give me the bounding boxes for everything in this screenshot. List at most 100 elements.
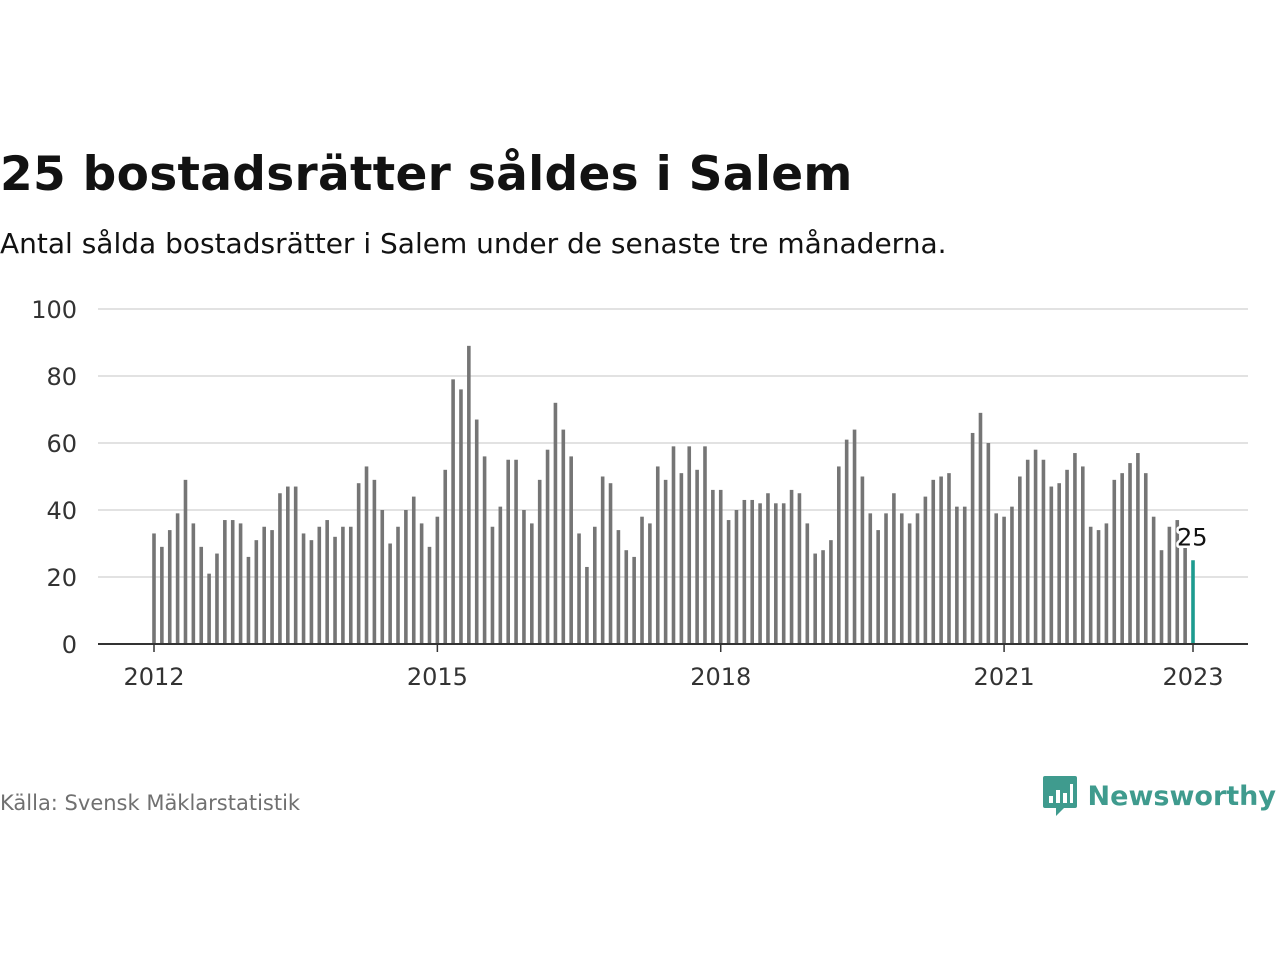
bar — [679, 473, 684, 644]
bar — [537, 479, 542, 644]
bar — [1088, 526, 1093, 644]
bar — [1167, 526, 1172, 644]
bar — [923, 496, 928, 644]
bar — [695, 469, 699, 644]
bar — [435, 516, 440, 644]
bar — [781, 503, 786, 644]
bar — [427, 546, 432, 644]
bar — [293, 486, 298, 644]
bar — [317, 526, 322, 644]
bar — [545, 449, 550, 644]
bar — [726, 520, 731, 644]
bar — [238, 523, 243, 644]
bar — [1073, 453, 1077, 644]
bar — [451, 379, 455, 644]
bar — [624, 550, 629, 644]
bar — [1128, 463, 1132, 644]
bar — [396, 526, 400, 644]
y-tick-label: 60 — [46, 430, 77, 458]
newsworthy-logo-icon — [1042, 776, 1077, 816]
bar — [199, 546, 204, 644]
bar — [734, 510, 739, 644]
bar — [939, 476, 943, 644]
bar — [514, 459, 518, 644]
bar — [844, 439, 849, 644]
bar — [616, 530, 621, 644]
bar — [663, 479, 668, 644]
bar — [388, 543, 392, 644]
bar — [1143, 473, 1148, 644]
x-tick-label: 2023 — [1162, 663, 1223, 691]
bar — [1175, 520, 1180, 644]
bar — [813, 553, 817, 644]
bar — [246, 556, 251, 644]
bar — [561, 429, 566, 644]
bar — [852, 429, 857, 644]
bar — [191, 523, 196, 644]
bar — [467, 345, 471, 644]
bar — [1151, 516, 1156, 644]
x-tick-label: 2021 — [974, 663, 1035, 691]
bar — [380, 510, 385, 644]
bar — [419, 523, 424, 644]
bar — [411, 496, 416, 644]
x-tick-label: 2015 — [407, 663, 468, 691]
bar — [955, 506, 959, 644]
bar — [506, 459, 511, 644]
bar — [490, 526, 495, 644]
bar — [167, 530, 172, 644]
bar — [333, 536, 337, 644]
bar — [1096, 530, 1101, 644]
bar — [160, 546, 164, 644]
bar — [404, 510, 408, 644]
bar — [892, 493, 896, 644]
bar — [482, 456, 487, 644]
bar — [797, 493, 802, 644]
x-tick-label: 2012 — [123, 663, 184, 691]
bar — [309, 540, 314, 644]
bar — [592, 526, 597, 644]
bar — [1159, 550, 1164, 644]
bar — [348, 526, 353, 644]
bar — [1104, 523, 1109, 644]
bar — [774, 503, 778, 644]
bar — [836, 466, 841, 644]
y-tick-label: 20 — [46, 564, 77, 592]
bar — [671, 446, 676, 644]
brand-logo: Newsworthy — [1042, 774, 1276, 818]
bar — [632, 556, 636, 644]
bar — [1018, 476, 1022, 644]
bar — [1041, 459, 1046, 644]
page-title: 25 bostadsrätter såldes i Salem — [0, 147, 853, 202]
bar — [962, 506, 967, 644]
bar — [655, 466, 660, 644]
y-tick-label: 40 — [46, 497, 77, 525]
bar — [207, 573, 211, 644]
bar — [443, 469, 448, 644]
bar — [498, 506, 503, 644]
bar — [994, 513, 999, 644]
bar — [978, 412, 983, 644]
bar — [230, 520, 235, 644]
bar — [278, 493, 282, 644]
bar — [1065, 469, 1069, 644]
bar — [648, 523, 652, 644]
bar — [152, 533, 156, 644]
bar — [1002, 516, 1006, 644]
bar — [687, 446, 692, 644]
bar — [711, 489, 715, 644]
bar — [1081, 466, 1085, 644]
bar — [530, 523, 534, 644]
y-tick-label: 0 — [62, 631, 77, 659]
bar — [301, 533, 306, 644]
bar — [356, 483, 361, 644]
bar — [1010, 506, 1014, 644]
bar — [750, 499, 755, 644]
bar — [553, 402, 558, 644]
bar — [789, 489, 794, 644]
y-tick-label: 100 — [31, 296, 77, 324]
bar — [286, 486, 290, 644]
bar — [364, 466, 369, 644]
bar — [899, 513, 904, 644]
bar — [372, 479, 377, 644]
